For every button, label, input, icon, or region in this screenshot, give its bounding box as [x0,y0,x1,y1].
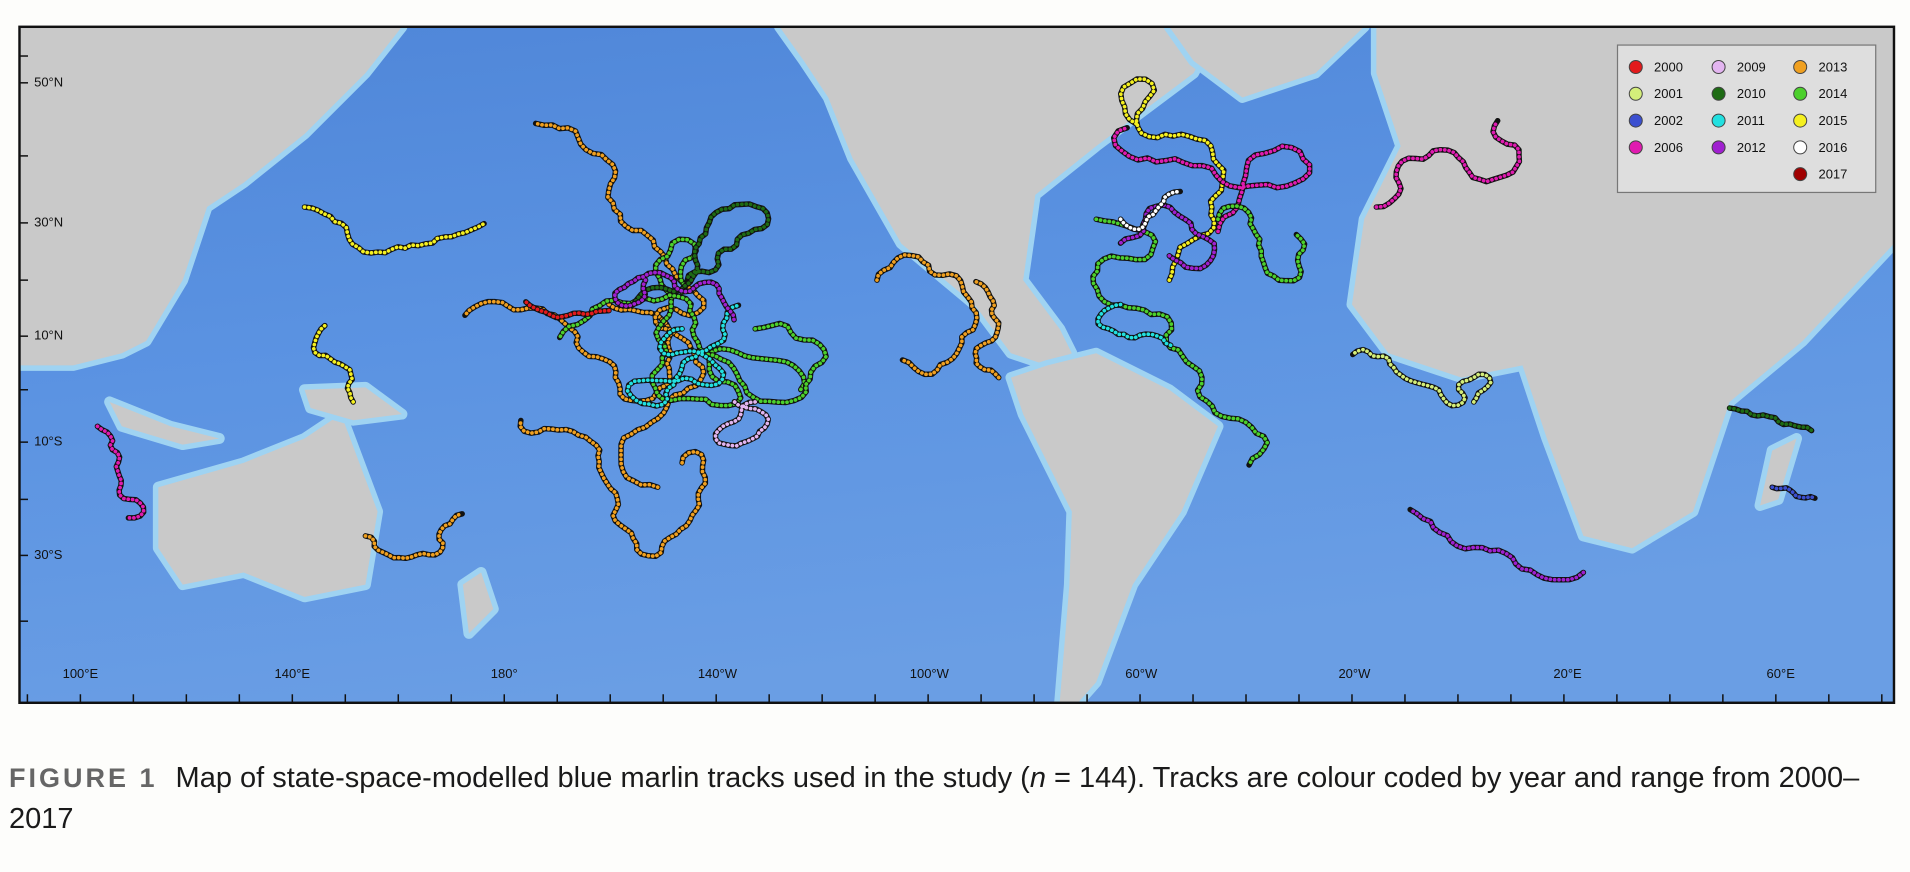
x-label: 100°W [910,666,950,681]
legend-swatch [1711,59,1726,74]
caption: FIGURE 1 Map of state-space-modelled blue… [9,758,1901,840]
legend-swatch [1628,86,1643,101]
x-label: 140°W [698,666,738,681]
legend-label: 2013 [1818,59,1847,74]
figure-label: FIGURE 1 [9,763,158,793]
legend-swatch [1711,86,1726,101]
legend-label: 2006 [1654,140,1683,155]
track [1216,204,1307,283]
tracks [94,76,1818,583]
track [875,253,979,377]
legend-box [1616,44,1877,194]
track [1096,302,1173,348]
x-label: 20°W [1338,666,1371,681]
legend-label: 2001 [1654,86,1683,101]
track [1770,485,1817,501]
track [1727,406,1814,433]
track [973,279,1001,380]
y-label: 10°S [34,434,63,449]
track [1111,125,1312,234]
track [1408,507,1586,582]
legend-label: 2009 [1737,59,1766,74]
legend-swatch [1711,113,1726,128]
map-base [18,25,1896,705]
legend-swatch [1628,140,1643,155]
legend-swatch [1628,59,1643,74]
legend-swatch [1793,113,1808,128]
caption-text: = 144). Tracks are colour coded by year … [9,762,1860,835]
x-label: 180° [491,666,518,681]
legend-label: 2014 [1818,86,1847,101]
track [1374,118,1522,209]
legend-label: 2012 [1737,140,1766,155]
track [713,399,771,448]
x-label: 100°E [63,666,99,681]
caption-text: Map of state-space-modelled blue marlin … [175,762,1030,794]
legend-label: 2015 [1818,113,1847,128]
caption-italic: n [1029,762,1046,794]
track [613,270,736,322]
track [311,323,356,404]
track [363,511,465,561]
legend-label: 2011 [1737,113,1765,128]
x-label: 20°E [1553,666,1582,681]
legend-label: 2000 [1654,59,1683,74]
y-label: 50°N [34,74,63,89]
track [1091,217,1269,467]
legend-swatch [1793,86,1808,101]
x-label: 60°W [1125,666,1158,681]
y-label: 30°N [34,214,63,229]
track [625,303,741,408]
legend-label: 2016 [1818,140,1847,155]
legend-swatch [1628,113,1643,128]
y-label: 10°N [34,328,63,343]
track [1350,347,1493,408]
track [650,237,807,408]
track [95,424,146,520]
legend-label: 2017 [1818,167,1847,182]
track [523,299,611,320]
x-label: 60°E [1767,666,1796,681]
legend-label: 2002 [1654,113,1683,128]
x-label: 140°E [275,666,311,681]
track [518,418,708,559]
map: 100°E 140°E 180° 140°W 100°W 60°W 20°W 20°E 60°E… [18,25,1896,705]
legend-swatch [1793,167,1808,182]
legend-swatch [1793,140,1808,155]
labels: 100°E 140°E 180° 140°W 100°W 60°W 20°W 20°E 60°E… [19,55,1883,703]
track [533,121,706,490]
track [1118,189,1183,232]
track [302,205,486,255]
y-label: 30°S [34,547,63,562]
legend-label: 2010 [1737,86,1766,101]
legend-swatch [1711,140,1726,155]
legend-swatch [1793,59,1808,74]
map-frame [18,25,1896,705]
